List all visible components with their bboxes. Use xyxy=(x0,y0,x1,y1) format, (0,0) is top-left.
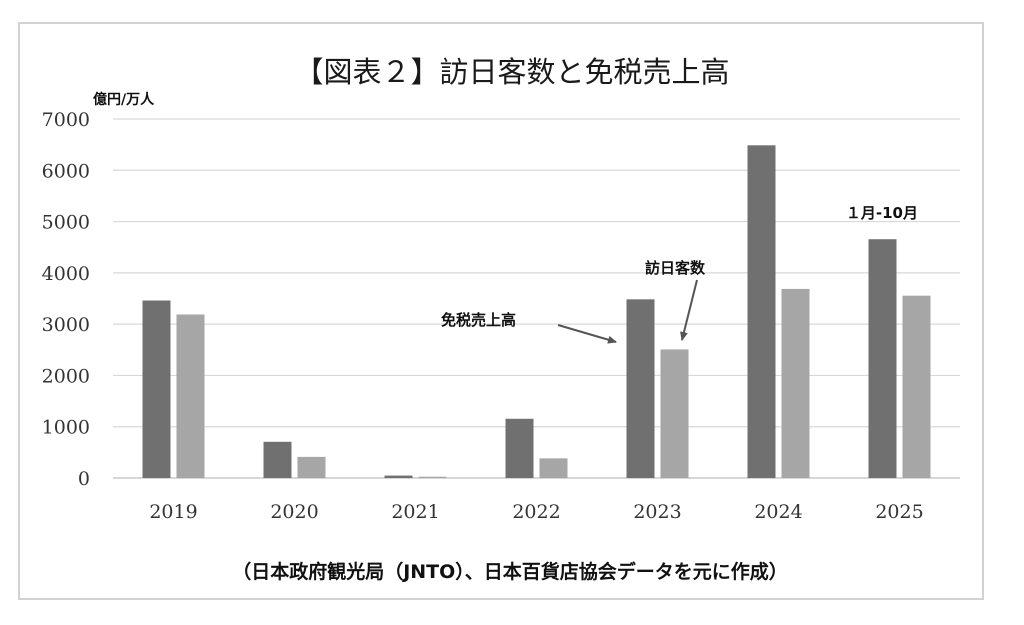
y-tick-label: 4000 xyxy=(42,263,90,285)
bar-sales-2019 xyxy=(142,300,171,478)
y-tick-label: 5000 xyxy=(42,212,90,234)
bar-visitors-2022 xyxy=(539,458,568,478)
bar-visitors-2019 xyxy=(176,314,205,478)
x-tick-label: 2020 xyxy=(270,501,318,523)
x-tick-label: 2024 xyxy=(754,501,802,523)
x-tick-label: 2025 xyxy=(875,501,923,523)
bar-visitors-2021 xyxy=(418,476,447,478)
bar-sales-2023 xyxy=(626,299,655,478)
visitors-arrow xyxy=(680,279,698,341)
source-note: （日本政府観光局（JNTO）、日本百貨店協会データを元に作成） xyxy=(232,560,788,583)
sales-arrow xyxy=(557,324,617,344)
visitors-annotation: 訪日客数 xyxy=(645,259,706,277)
bar-visitors-2020 xyxy=(297,456,326,478)
chart-title: 【図表２】訪日客数と免税売上高 xyxy=(294,55,729,89)
y-axis-ticks: 0 1000 2000 3000 4000 5000 6000 7000 xyxy=(42,109,90,490)
bar-sales-2020 xyxy=(263,441,292,478)
y-tick-label: 7000 xyxy=(42,109,90,131)
x-axis-ticks: 2019 2020 2021 2022 2023 2024 2025 xyxy=(149,501,923,523)
bar-sales-2021 xyxy=(384,475,413,478)
y-tick-label: 1000 xyxy=(42,417,90,439)
bar-visitors-2023 xyxy=(660,349,689,478)
y-tick-label: 6000 xyxy=(42,160,90,182)
period-note-annotation: １月-10月 xyxy=(846,204,918,222)
bar-sales-2024 xyxy=(747,145,776,478)
bar-sales-2022 xyxy=(505,418,534,478)
bar-sales-2025 xyxy=(868,239,897,478)
sales-annotation: 免税売上高 xyxy=(441,311,516,329)
y-tick-label: 2000 xyxy=(42,365,90,387)
bar-visitors-2024 xyxy=(781,288,810,478)
x-tick-label: 2022 xyxy=(512,501,560,523)
x-tick-label: 2019 xyxy=(149,501,197,523)
bars xyxy=(142,145,931,478)
chart-frame xyxy=(18,22,984,600)
bar-visitors-2025 xyxy=(902,295,931,478)
x-tick-label: 2021 xyxy=(391,501,439,523)
gridlines xyxy=(113,118,960,479)
y-axis-unit-label: 億円/万人 xyxy=(93,91,155,108)
y-tick-label: 3000 xyxy=(42,314,90,336)
x-tick-label: 2023 xyxy=(633,501,681,523)
y-tick-label: 0 xyxy=(78,468,90,490)
